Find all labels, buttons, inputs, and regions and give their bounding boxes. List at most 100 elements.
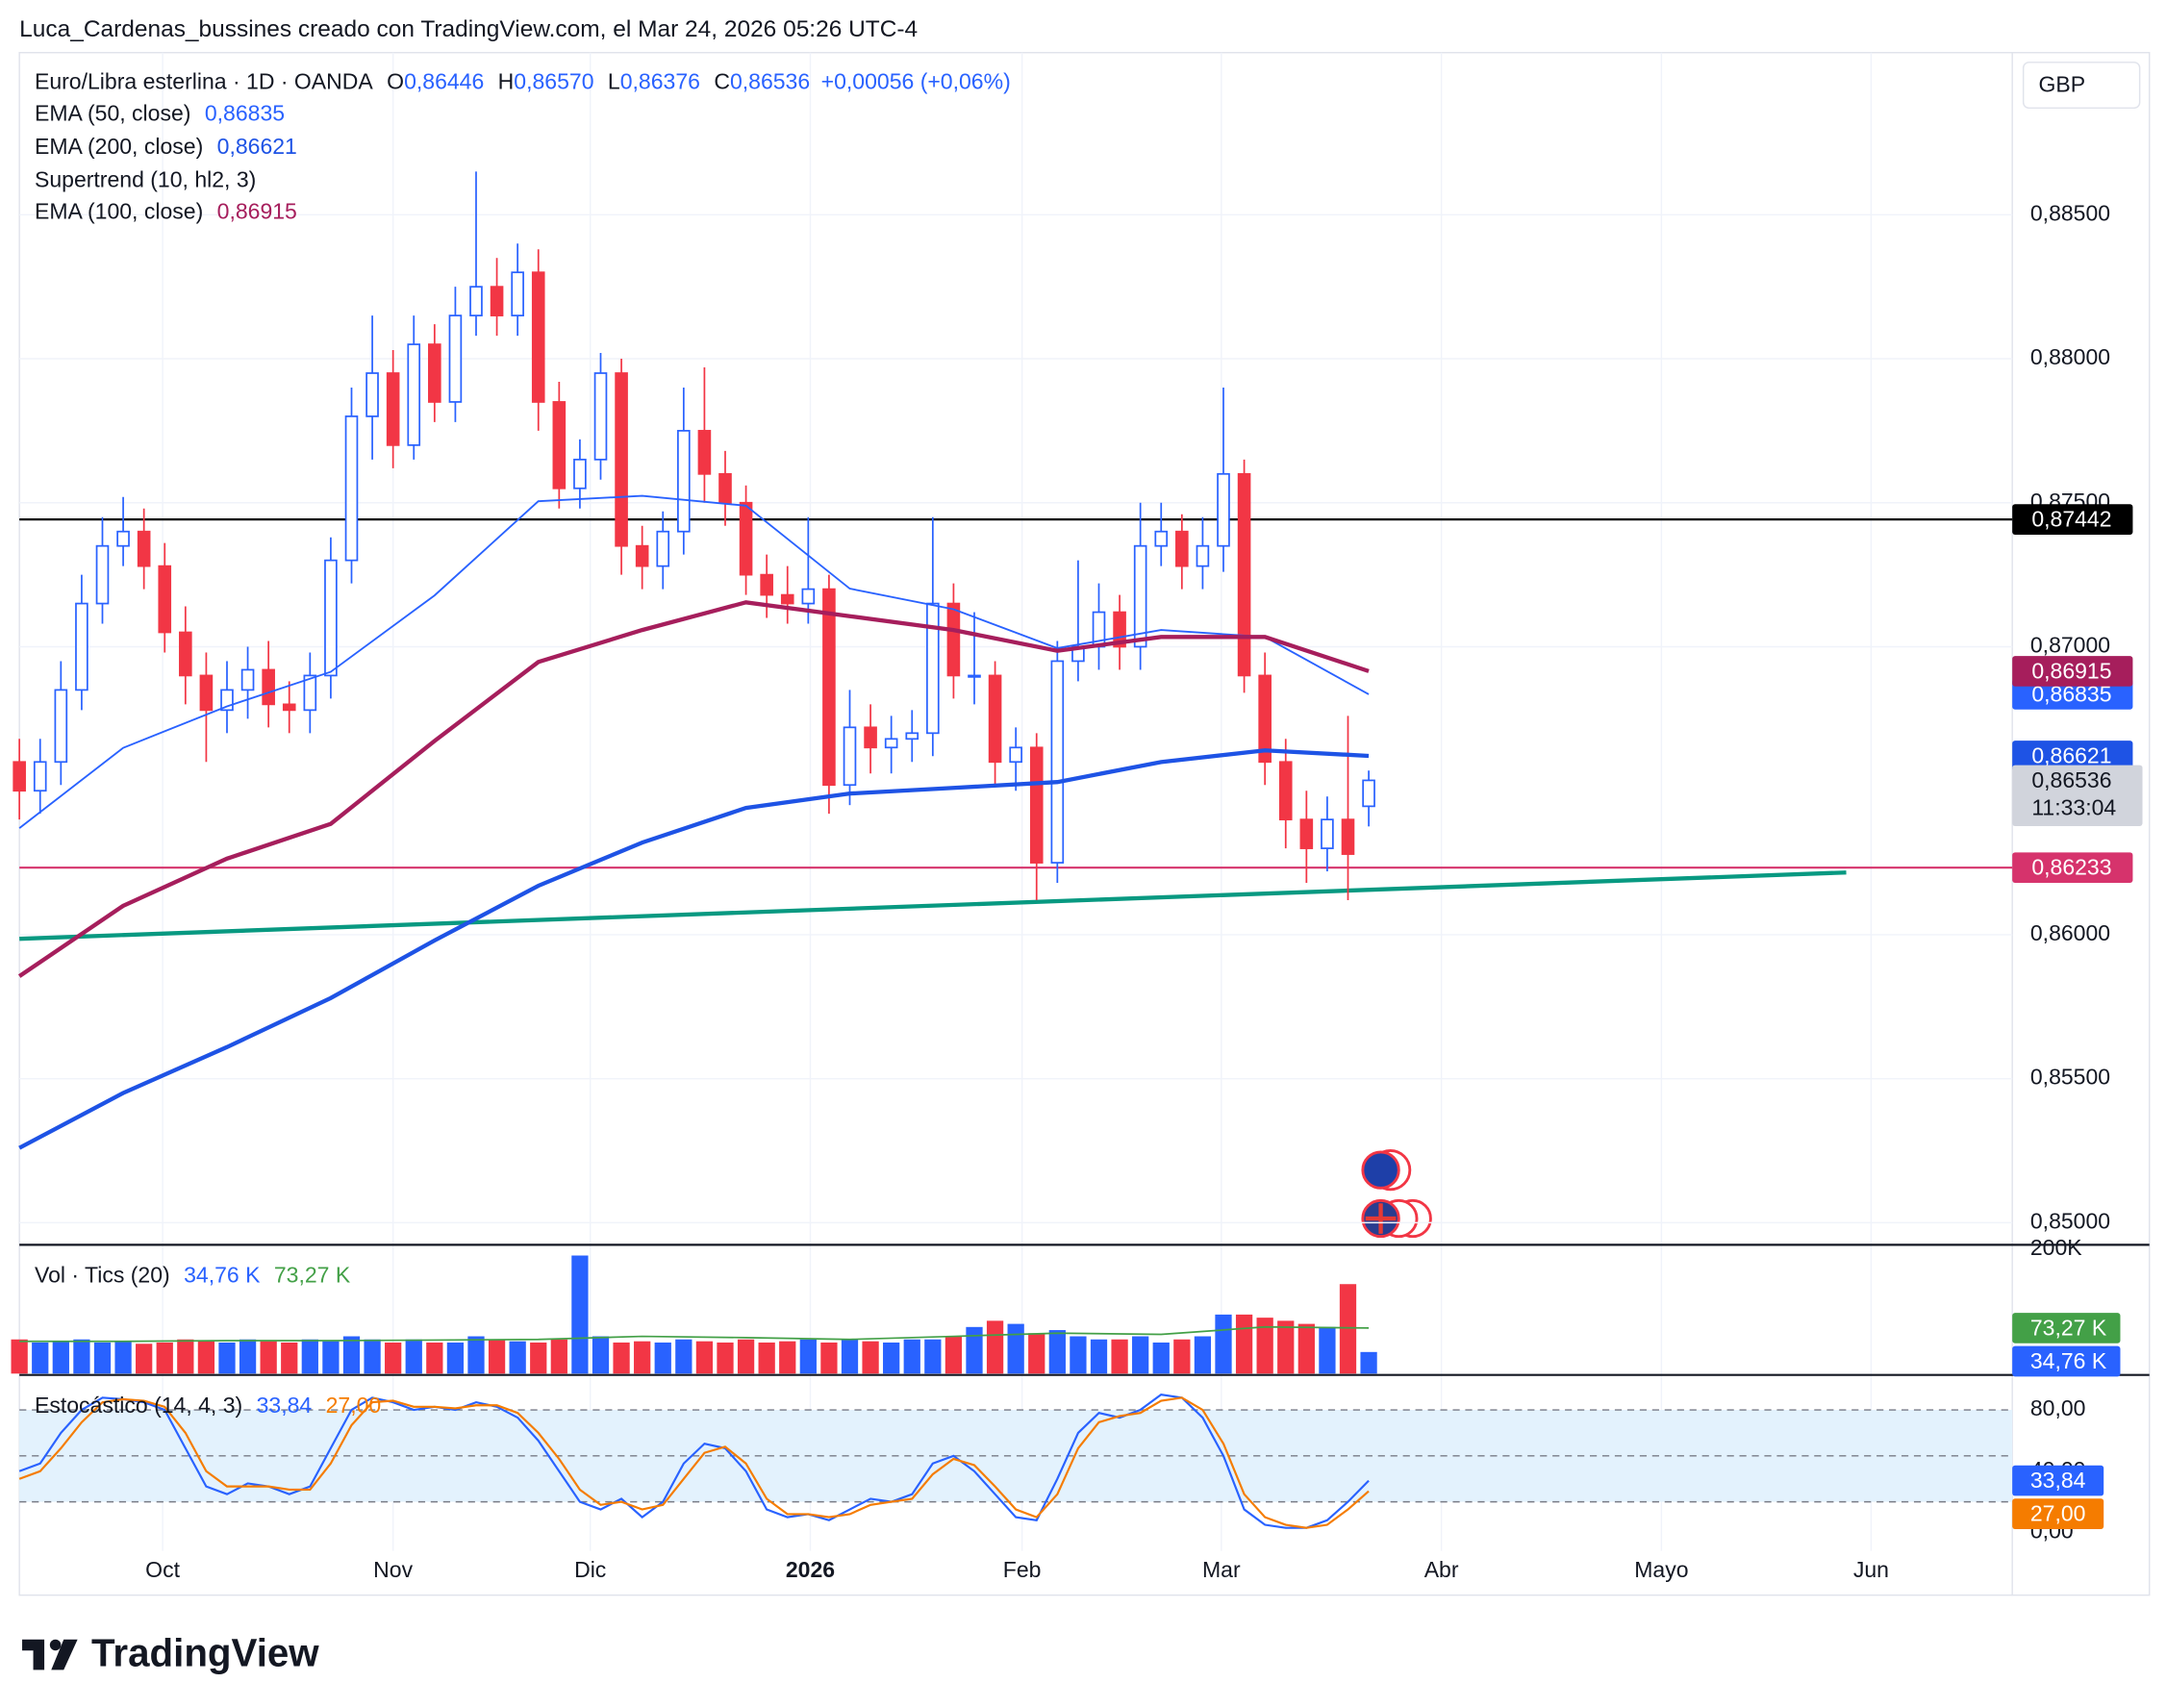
candle-body: [780, 593, 794, 605]
volume-bar: [426, 1342, 443, 1374]
last-price-tag: [2012, 765, 2143, 826]
candle-body: [843, 726, 857, 787]
stoch-band: [19, 1410, 2013, 1502]
candle-body: [739, 501, 753, 576]
volume-bar: [177, 1339, 194, 1374]
legend-row: Supertrend (10, hl2, 3): [35, 167, 256, 192]
x-tick-label: Mar: [1202, 1557, 1241, 1582]
legend-row: EMA (200, close) 0,86621: [35, 134, 297, 159]
volume-bar: [1319, 1326, 1336, 1374]
last-price-label: 0,86536: [2031, 767, 2111, 792]
legend-title: Euro/Libra esterlina · 1D · OANDA: [35, 68, 373, 93]
candle-body: [33, 761, 47, 792]
volume-bar: [1297, 1323, 1315, 1374]
candle-body: [158, 565, 172, 634]
candle-body: [1175, 530, 1189, 567]
volume-bar: [903, 1339, 920, 1374]
legend-row: EMA (100, close) 0,86915: [35, 199, 297, 224]
volume-bar: [675, 1339, 693, 1374]
event-icons[interactable]: [1361, 1149, 1432, 1239]
logo-text: TradingView: [91, 1632, 319, 1675]
candle-body: [946, 602, 961, 677]
legend-name: EMA (200, close): [35, 134, 203, 159]
y-tick-label: 0,88000: [2030, 344, 2110, 369]
volume-bar: [467, 1336, 485, 1374]
legend-name: Supertrend (10, hl2, 3): [35, 167, 256, 192]
legend-name: Vol · Tics (20): [35, 1263, 170, 1288]
candle-body: [1217, 472, 1230, 547]
legend-row: Vol · Tics (20) 34,76 K 73,27 K: [35, 1263, 351, 1288]
volume-ma: [19, 1325, 1370, 1343]
volume-bar: [1194, 1336, 1212, 1374]
candle-body: [199, 674, 214, 712]
candle-body: [428, 343, 441, 403]
candle-body: [1113, 611, 1126, 648]
ohlc-value: 0,86570: [514, 68, 593, 93]
volume-bar: [446, 1342, 465, 1374]
volume-bar: [1173, 1339, 1191, 1374]
candle-body: [303, 674, 317, 712]
value-tag: [2012, 1345, 2121, 1377]
candle-body: [13, 761, 26, 792]
candle-body: [760, 573, 773, 596]
currency[interactable]: GBP: [2039, 71, 2086, 96]
volume-bar: [530, 1342, 547, 1374]
candle-body: [407, 343, 421, 446]
candle-body: [490, 286, 504, 316]
candle-body: [988, 674, 1002, 764]
volume-bar: [1090, 1339, 1108, 1374]
volume-bar: [32, 1342, 49, 1374]
candle-body: [220, 689, 234, 712]
candle-body: [1341, 818, 1355, 855]
x-tick-label: Jun: [1853, 1557, 1889, 1582]
ema-line: [18, 494, 1370, 829]
ohlc-key: O: [387, 68, 404, 93]
candle-body: [1362, 779, 1375, 808]
volume-bar: [11, 1339, 28, 1374]
y-tick-label: 0,85000: [2030, 1208, 2110, 1233]
volume-bar: [634, 1341, 651, 1374]
legend-value: 0,86835: [205, 101, 285, 126]
price-tag: [2012, 504, 2133, 535]
y-tick-label: 0,87000: [2030, 633, 2110, 658]
volume-bar: [1152, 1342, 1170, 1374]
candle-body: [1321, 818, 1334, 849]
currency-button[interactable]: [2022, 62, 2141, 110]
x-tick-label: 2026: [786, 1557, 835, 1582]
candle-body: [344, 415, 359, 562]
candle-body: [573, 458, 587, 490]
x-tick-label: Dic: [574, 1557, 606, 1582]
volume-bar: [1277, 1320, 1295, 1374]
candle-body: [531, 271, 545, 403]
candle-body: [386, 372, 400, 446]
ohlc-key: H: [498, 68, 515, 93]
volume-bar: [758, 1342, 775, 1374]
y-tick-label: 80,00: [2030, 1395, 2086, 1420]
candle-body: [448, 314, 463, 403]
price-tag-label: 0,87442: [2031, 507, 2111, 532]
y-tick-label: 0,88500: [2030, 200, 2110, 225]
ohlc-value: 0,86376: [620, 68, 700, 93]
ema-line: [18, 748, 1370, 1150]
volume-bar: [136, 1344, 153, 1374]
candle-body: [1029, 746, 1044, 864]
candle-body: [697, 430, 712, 475]
candle-body: [1196, 544, 1210, 567]
value-tag-label: 27,00: [2030, 1501, 2086, 1526]
volume-bar: [1256, 1318, 1273, 1374]
volume-bar: [1235, 1314, 1253, 1374]
candle-body: [1299, 818, 1314, 849]
value-tag-label: 33,84: [2030, 1468, 2086, 1493]
volume-bar: [1339, 1284, 1357, 1374]
legend-value: 0,86915: [217, 199, 297, 224]
volume-bar: [862, 1341, 879, 1374]
candle-body: [1258, 674, 1272, 764]
price-tag: [2012, 741, 2133, 771]
price-tag-label: 0,86233: [2031, 855, 2111, 880]
candle-body: [262, 668, 275, 706]
candle-body: [677, 430, 691, 533]
volume-bar: [1028, 1333, 1045, 1374]
volume-bar: [281, 1342, 298, 1374]
volume-bar: [1048, 1330, 1066, 1374]
legend-name: EMA (50, close): [35, 101, 190, 126]
